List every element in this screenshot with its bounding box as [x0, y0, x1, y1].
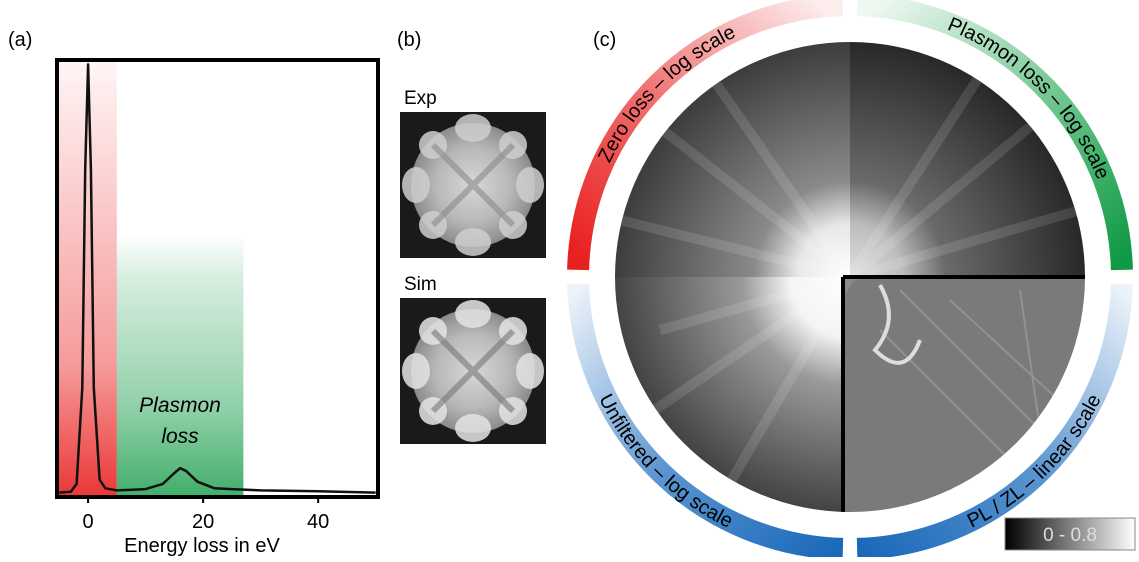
annotation: Plasmon — [139, 394, 221, 417]
panel-label: (b) — [397, 29, 421, 51]
panel-label: (a) — [8, 29, 32, 51]
quadrant-image — [615, 42, 1085, 512]
colorbar-label: 0 - 0.8 — [1043, 525, 1097, 546]
image-label: Exp — [404, 88, 437, 109]
simulation-image — [400, 298, 546, 444]
annotation: loss — [161, 425, 199, 448]
spectrum-plot: 0 20 40 Plasmon loss — [57, 60, 378, 533]
image-label: Sim — [404, 274, 437, 295]
x-tick-label: 20 — [192, 511, 214, 533]
diffraction-image — [400, 112, 546, 258]
panel-label: (c) — [593, 29, 616, 51]
x-axis-label: Energy loss in eV — [124, 535, 280, 557]
x-tick-label: 0 — [83, 511, 94, 533]
x-tick-label: 40 — [307, 511, 329, 533]
figure: (a) (b) (c) 0 20 40 Plasmon loss Energy loss… — [0, 0, 1139, 557]
page: (a) (b) (c) 0 20 40 Plasmon loss Energy loss… — [0, 0, 1139, 562]
